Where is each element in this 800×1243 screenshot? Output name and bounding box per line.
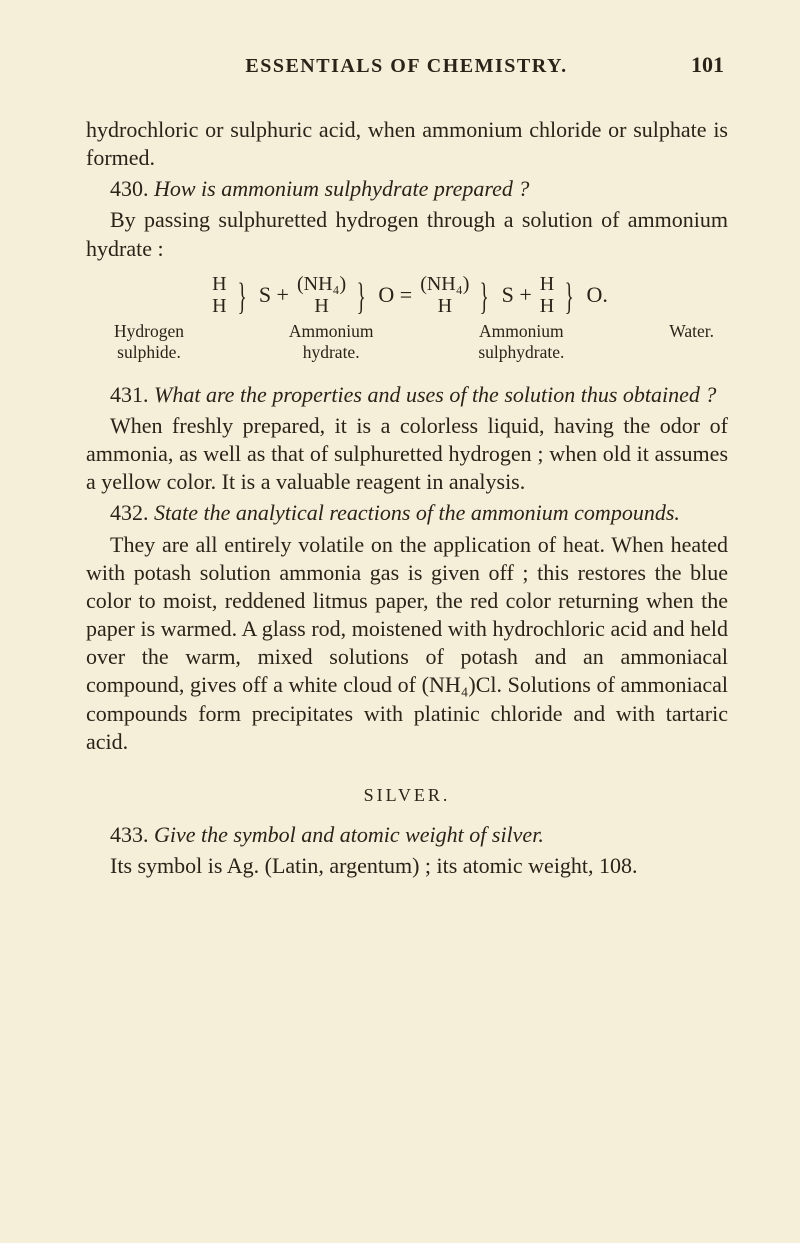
q433-answer: Its symbol is Ag. (Latin, argentum) ; it… [86, 852, 728, 880]
q431-line: 431. What are the properties and uses of… [86, 381, 728, 409]
q431-question: What are the properties and uses of the … [154, 382, 716, 407]
page-number: 101 [691, 52, 724, 78]
q433-question: Give the symbol and atomic weight of sil… [154, 822, 544, 847]
equation-line: H H } S + (NH₄) H } O = (NH₄) H } S + H … [86, 273, 728, 317]
q431-answer: When freshly prepared, it is a colorless… [86, 412, 728, 496]
q433-line: 433. Give the symbol and atomic weight o… [86, 821, 728, 849]
op-o-end: O. [585, 281, 610, 309]
equation-labels: Hydrogen sulphide. Ammonium hydrate. Amm… [86, 321, 728, 363]
q430-question: How is ammonium sulphydrate prepared ? [154, 176, 529, 201]
brace-icon: } [480, 282, 489, 312]
chemical-equation: H H } S + (NH₄) H } O = (NH₄) H } S + H … [86, 273, 728, 363]
term-2: (NH₄) H [297, 273, 346, 317]
q432-line: 432. State the analytical reactions of t… [86, 499, 728, 527]
label-hydrogen-sulphide: Hydrogen sulphide. [114, 321, 184, 363]
label-ammonium-sulphydrate: Ammonium sulphydrate. [478, 321, 564, 363]
silver-heading: SILVER. [86, 784, 728, 807]
label-water: Water. [669, 321, 714, 363]
op-o-eq: O = [376, 281, 414, 309]
q431-number: 431. [110, 382, 149, 407]
brace-icon: } [565, 282, 574, 312]
q432-answer: They are all entirely volatile on the ap… [86, 531, 728, 756]
op-s-plus-1: S + [257, 281, 291, 309]
q432-question: State the analytical reactions of the am… [154, 500, 680, 525]
label-ammonium-hydrate: Ammonium hydrate. [289, 321, 374, 363]
term-1: H H [212, 273, 226, 317]
intro-paragraph: hydrochloric or sulphuric acid, when amm… [86, 116, 728, 172]
brace-icon: } [237, 282, 246, 312]
term-3: (NH₄) H [420, 273, 469, 317]
brace-icon: } [357, 282, 366, 312]
op-s-plus-2: S + [500, 281, 534, 309]
q430-answer: By passing sulphuretted hydrogen through… [86, 206, 728, 262]
page-header: ESSENTIALS OF CHEMISTRY. 101 [86, 52, 728, 78]
q430-number: 430. [110, 176, 149, 201]
q432-number: 432. [110, 500, 149, 525]
q430-line: 430. How is ammonium sulphydrate prepare… [86, 175, 728, 203]
page-body: hydrochloric or sulphuric acid, when amm… [86, 116, 728, 880]
q433-number: 433. [110, 822, 149, 847]
book-title: ESSENTIALS OF CHEMISTRY. [122, 55, 691, 78]
term-4: H H [540, 273, 554, 317]
